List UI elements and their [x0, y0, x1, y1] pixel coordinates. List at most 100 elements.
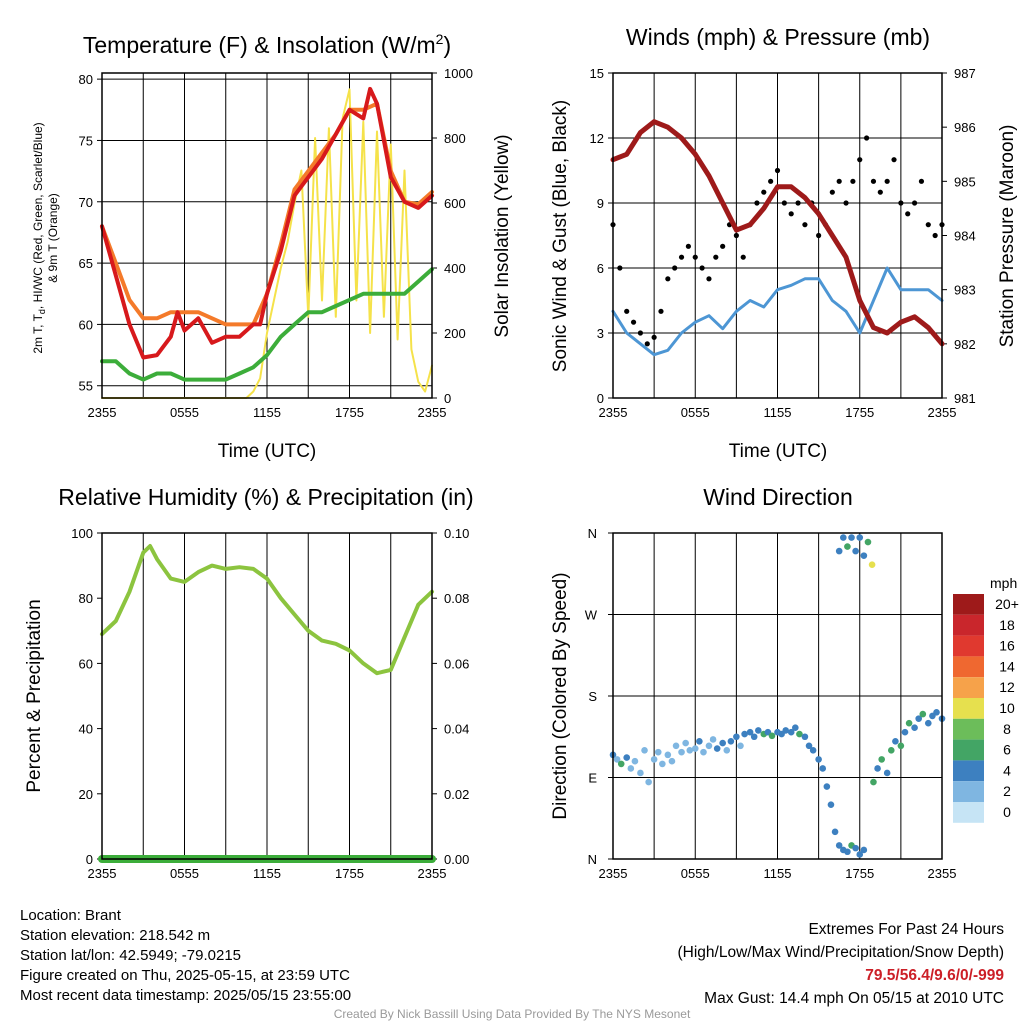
max-gust-text: Max Gust: 14.4 mph On 05/15 at 2010 UTC — [704, 990, 1004, 1007]
wind-direction-point — [691, 745, 699, 752]
temp-ylabel-right: Solar Insolation (Yellow) — [492, 134, 513, 337]
wind-direction-point — [678, 748, 685, 756]
wind-x-tick-label: 2355 — [599, 405, 628, 420]
temp-x-tick-label: 1155 — [253, 405, 281, 420]
gust-point — [918, 178, 925, 184]
wind-direction-point — [852, 547, 859, 555]
legend-label: 10 — [999, 700, 1015, 716]
wind-direction-point — [819, 765, 827, 772]
rh-x-tick-label: 1155 — [253, 866, 281, 881]
temp-y2-tick-label: 800 — [444, 131, 466, 146]
wind-direction-point — [809, 747, 817, 754]
wind-direction-point — [911, 724, 918, 731]
legend-swatch — [953, 698, 984, 719]
wind-direction-point — [623, 754, 631, 761]
gust-point — [774, 167, 781, 174]
temp-y-tick-label: 55 — [79, 379, 93, 394]
gust-point — [658, 308, 664, 314]
wdir-y-tick-label: N — [588, 852, 597, 867]
gust-point — [850, 178, 856, 184]
wind-direction-point — [815, 756, 822, 763]
wind-direction-point — [645, 778, 652, 786]
elevation-text: Station elevation: 218.542 m — [20, 927, 211, 944]
wind-y-tick-label: 12 — [590, 131, 604, 146]
latlon-text: Station lat/lon: 42.5949; -79.0215 — [20, 947, 242, 964]
wdir-x-tick-label: 2355 — [928, 866, 957, 881]
wind-y2-tick-label: 985 — [954, 174, 976, 189]
wind-y2-tick-label: 986 — [954, 120, 976, 135]
wind-direction-point — [852, 844, 859, 852]
gust-point — [630, 319, 637, 325]
extremes-title: Extremes For Past 24 Hours — [808, 921, 1004, 938]
rh-x-tick-label: 2355 — [88, 866, 117, 881]
wind-panel-title: Winds (mph) & Pressure (mb) — [626, 24, 930, 50]
temp-x-tick-label: 0555 — [170, 405, 199, 420]
wind-direction-point — [733, 733, 740, 741]
gust-point — [637, 330, 644, 336]
wind-direction-point — [883, 769, 891, 777]
legend-label: 0 — [1003, 804, 1011, 820]
wind-direction-point — [641, 747, 648, 754]
temp-plot-border — [101, 72, 433, 399]
wind-direction-point — [750, 733, 758, 741]
wind-direction-point — [613, 756, 621, 763]
wind-direction-point — [755, 727, 762, 734]
wind-y2-tick-label: 983 — [954, 283, 976, 298]
legend-label: 18 — [999, 617, 1015, 633]
wind-direction-point — [864, 538, 872, 546]
gust-point — [795, 200, 801, 206]
wind-direction-point — [831, 828, 839, 836]
wind-direction-point — [719, 739, 726, 747]
gust-point — [740, 254, 746, 260]
temp-y2-tick-label: 1000 — [444, 66, 473, 81]
wdir-x-tick-label: 0555 — [681, 866, 710, 881]
legend-swatch — [953, 802, 984, 823]
legend-label: 12 — [999, 679, 1015, 695]
legend-label: 6 — [1003, 742, 1011, 758]
wind-direction-point — [856, 534, 864, 541]
gust-point — [651, 334, 657, 340]
wind-direction-point — [933, 709, 940, 716]
wdir-y-tick-label: S — [588, 689, 597, 704]
gust-point — [720, 243, 726, 249]
temp-ylabel-left-2: & 9m T (Orange) — [46, 193, 60, 283]
wind-direction-point — [654, 748, 662, 756]
temp-y-tick-label: 75 — [79, 133, 93, 148]
wdir-x-tick-label: 1155 — [764, 866, 792, 881]
gust-point — [884, 178, 890, 184]
wind-xlabel: Time (UTC) — [729, 441, 828, 462]
wind-direction-point — [844, 848, 851, 856]
gust-point — [713, 254, 719, 260]
gust-point — [898, 200, 904, 206]
gust-point — [829, 189, 835, 195]
recent-text: Most recent data timestamp: 2025/05/15 2… — [20, 987, 352, 1004]
gust-point — [624, 308, 630, 314]
rh-y-tick-label: 100 — [71, 526, 93, 541]
wind-direction-point — [897, 742, 905, 750]
gust-point — [788, 211, 794, 217]
rh-y-tick-label: 0 — [86, 852, 93, 867]
wind-y-tick-label: 15 — [590, 66, 604, 81]
wind-x-tick-label: 2355 — [928, 405, 957, 420]
wdir-x-tick-label: 1755 — [845, 866, 874, 881]
wdir-plot-border — [612, 532, 943, 860]
temp-x-tick-label: 2355 — [418, 405, 447, 420]
gust-point — [816, 232, 822, 239]
legend-label: 14 — [999, 658, 1015, 674]
wind-direction-point — [617, 760, 625, 768]
wind-plot-area: 2355 0555 1155 1755 235503691215981982983984… — [590, 66, 976, 420]
rh-panel-title: Relative Humidity (%) & Precipitation (i… — [58, 484, 473, 510]
gust-point — [672, 265, 678, 271]
wdir-y-tick-label: E — [588, 771, 597, 786]
wind-direction-point — [705, 742, 713, 750]
meteogram-figure: Temperature (F) & Insolation (W/m2) Wind… — [24, 24, 1019, 881]
relative-humidity-series-line — [100, 544, 434, 676]
wind-direction-point — [659, 760, 666, 768]
wind-direction-point — [696, 737, 703, 745]
legend-swatch — [953, 656, 984, 678]
credit-text: Created By Nick Bassill Using Data Provi… — [333, 1007, 691, 1021]
gust-point — [781, 200, 787, 206]
temp-y2-tick-label: 0 — [444, 391, 451, 406]
gust-point — [877, 189, 883, 195]
legend-label: 20+ — [995, 596, 1019, 612]
